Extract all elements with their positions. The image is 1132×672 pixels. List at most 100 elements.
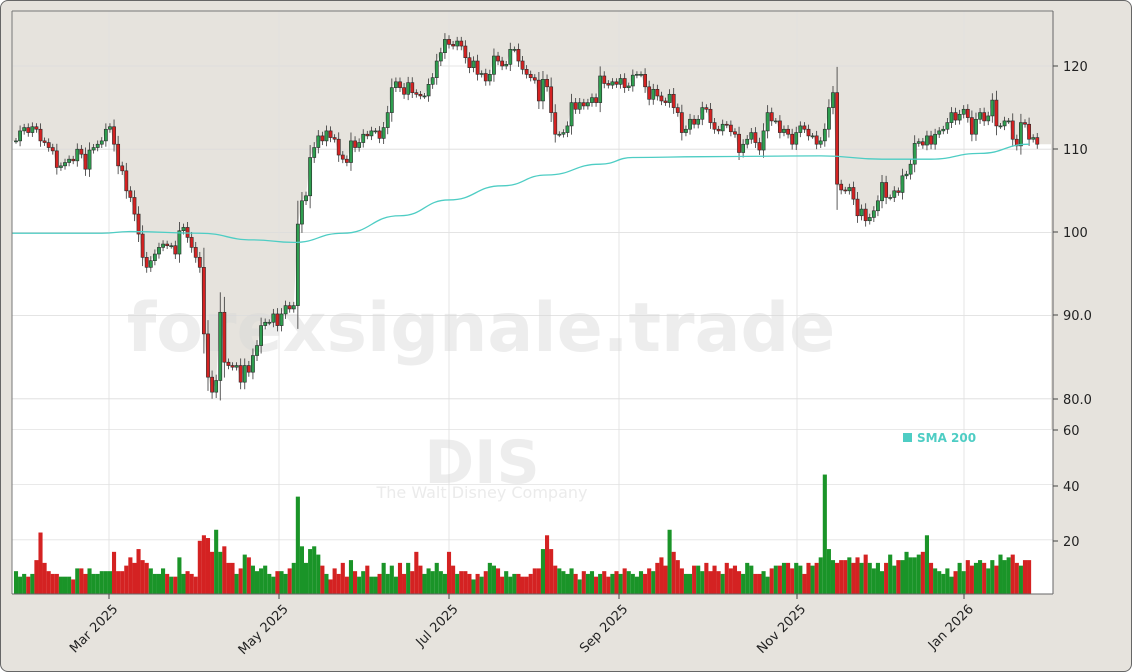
candle: [867, 213, 872, 225]
candle-body: [349, 140, 353, 163]
candle-body: [618, 78, 623, 85]
candle-body: [532, 77, 537, 81]
candle: [941, 125, 946, 135]
candle-body: [741, 143, 746, 153]
candle-body: [545, 79, 549, 88]
volume-bar: [246, 557, 251, 594]
candle-body: [234, 365, 239, 368]
volume-bar: [446, 551, 452, 594]
candle: [777, 115, 782, 139]
candle: [557, 131, 562, 138]
candle-body: [332, 137, 337, 140]
volume-bar: [704, 562, 709, 594]
volume-bar: [532, 568, 537, 594]
candle: [467, 52, 472, 74]
candle-body: [790, 133, 795, 145]
candle-body: [982, 112, 987, 122]
candle-body: [103, 128, 108, 142]
candle: [688, 113, 692, 135]
candle: [193, 241, 198, 263]
candle-body: [549, 86, 554, 113]
candle: [455, 36, 460, 51]
candle: [671, 88, 676, 114]
volume-bar: [495, 568, 501, 594]
volume-bar: [38, 532, 43, 594]
candle: [961, 105, 966, 119]
candle-body: [108, 126, 112, 130]
candle-body: [745, 138, 750, 145]
candle-body: [242, 365, 247, 383]
candle: [602, 71, 607, 89]
candle: [822, 123, 827, 147]
volume-bar: [91, 573, 96, 594]
candle-body: [344, 158, 349, 163]
candle: [773, 118, 778, 124]
volume-bar: [810, 565, 815, 594]
candle: [508, 42, 513, 71]
volume-bar: [724, 562, 729, 594]
candle: [389, 78, 394, 122]
candle-body: [757, 142, 762, 151]
volume-bar: [136, 549, 141, 594]
candle: [876, 195, 880, 217]
candle-body: [189, 237, 194, 248]
candle: [573, 98, 578, 114]
price-tick-label: 110: [1063, 143, 1088, 158]
candle: [238, 358, 243, 390]
candle: [165, 240, 170, 250]
candle: [83, 147, 88, 176]
candle-body: [761, 130, 766, 151]
volume-bar: [169, 576, 174, 594]
candle: [22, 123, 27, 135]
volume-bar: [165, 573, 170, 594]
volume-bar: [103, 571, 108, 594]
volume-bar: [230, 562, 235, 594]
candle: [197, 251, 202, 273]
candle-body: [941, 128, 946, 132]
candle-body: [14, 140, 18, 143]
candle: [300, 192, 304, 233]
candle-body: [851, 187, 856, 200]
candle: [516, 43, 521, 67]
candle-body: [279, 313, 284, 326]
candle-body: [353, 140, 357, 148]
volume-bar: [696, 565, 701, 594]
candle-body: [112, 126, 116, 145]
volume-bar: [54, 573, 59, 594]
volume-bar: [679, 568, 684, 594]
volume-bar: [863, 554, 868, 594]
volume-bar: [181, 573, 186, 594]
price-tick-label: 120: [1063, 60, 1088, 75]
candle-body: [430, 77, 435, 85]
volume-bar: [843, 560, 848, 594]
volume-bar: [18, 576, 23, 594]
candle: [524, 65, 529, 79]
candle: [332, 134, 337, 143]
candle: [54, 143, 59, 175]
volume-bar: [683, 573, 688, 594]
volume-bar: [426, 568, 431, 594]
volume-bar: [451, 565, 456, 594]
candle: [500, 56, 505, 71]
candle: [908, 158, 913, 180]
volume-bar: [397, 562, 403, 594]
candle-body: [675, 107, 680, 113]
candle-body: [957, 113, 962, 121]
volume-bar: [569, 568, 574, 594]
volume-bar: [67, 576, 72, 594]
candle-body: [418, 93, 423, 97]
candle: [679, 104, 684, 141]
candle-body: [737, 133, 741, 153]
candle-body: [969, 117, 974, 135]
volume-bar: [1014, 562, 1019, 594]
candle-body: [716, 128, 721, 132]
legend-swatch-sma-200: [903, 433, 912, 442]
candle: [912, 135, 917, 173]
volume-bar: [908, 557, 913, 594]
candle: [871, 206, 876, 222]
candle-body: [157, 247, 161, 255]
volume-bar: [953, 571, 958, 594]
volume-bar: [353, 571, 358, 594]
candle-body: [87, 149, 92, 170]
candle: [63, 158, 67, 170]
